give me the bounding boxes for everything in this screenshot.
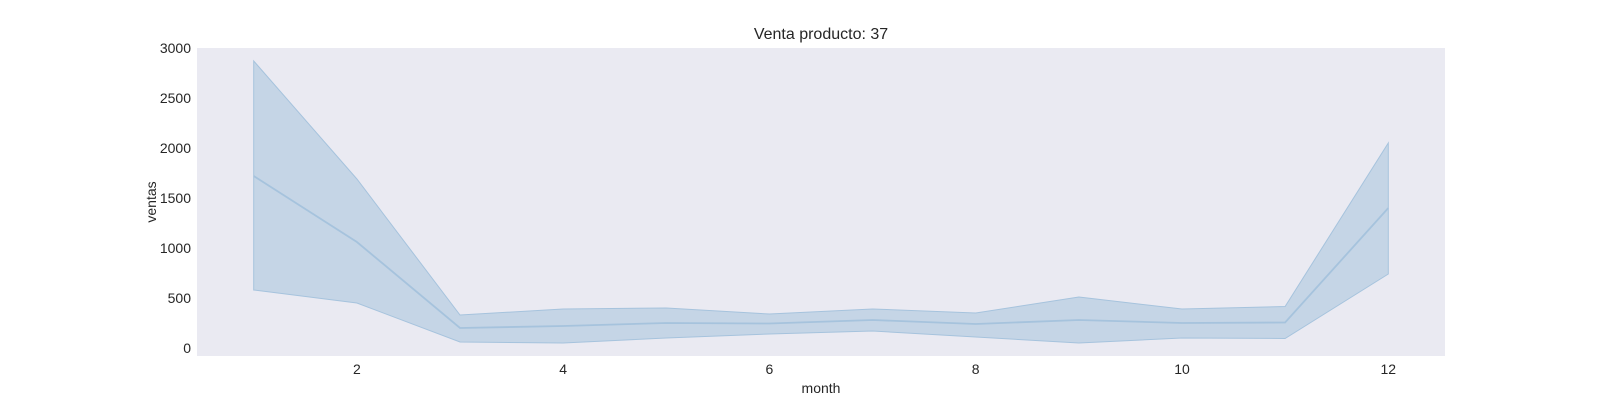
y-tick-label: 2500 (160, 90, 191, 106)
y-tick-label: 2000 (160, 140, 191, 156)
confidence-band-layer (253, 59, 1389, 344)
chart-title: Venta producto: 37 (754, 26, 888, 43)
x-tick-label: 12 (1380, 361, 1396, 377)
y-tick-label: 1500 (160, 190, 191, 206)
y-tick-label: 500 (168, 290, 192, 306)
x-tick-label: 4 (559, 361, 567, 377)
confidence-band (253, 59, 1389, 344)
x-tick-label: 6 (766, 361, 774, 377)
y-axis-label: ventas (143, 181, 159, 222)
y-axis-ticks: 0 500 1000 1500 2000 2500 3000 (160, 40, 191, 356)
x-tick-label: 2 (353, 361, 361, 377)
y-tick-label: 3000 (160, 40, 191, 56)
x-tick-label: 10 (1174, 361, 1190, 377)
series-line-layer (253, 175, 1389, 329)
y-tick-label: 0 (183, 340, 191, 356)
x-axis-ticks: 2 4 6 8 10 12 (353, 361, 1396, 377)
x-axis-label: month (802, 380, 841, 396)
series-line (253, 175, 1389, 329)
x-tick-label: 8 (972, 361, 980, 377)
y-tick-label: 1000 (160, 240, 191, 256)
